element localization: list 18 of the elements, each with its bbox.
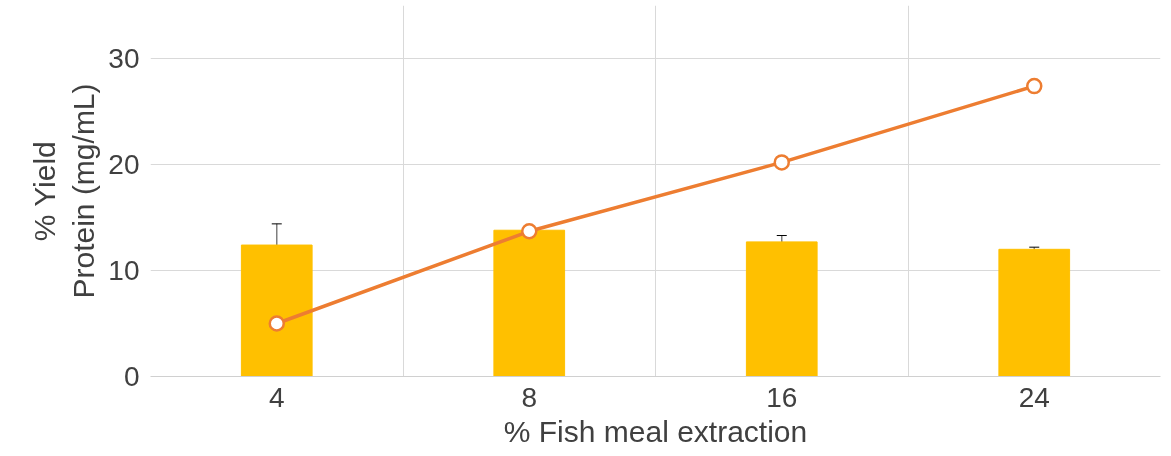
point bbox=[1026, 77, 1043, 95]
x-tick-label: 4 bbox=[268, 381, 285, 413]
x-tick-label: 16 bbox=[766, 381, 798, 413]
bar bbox=[998, 248, 1071, 377]
y-tick-label: 20 bbox=[108, 149, 140, 180]
y-axis-title: % Yield Protein (mg/mL) bbox=[27, 83, 101, 299]
y-tick-label: 30 bbox=[108, 43, 140, 74]
x-tick-label: 8 bbox=[521, 381, 538, 413]
point bbox=[773, 154, 790, 171]
point bbox=[268, 315, 285, 332]
x-axis-title: % Fish meal extraction bbox=[503, 414, 808, 448]
bar bbox=[240, 244, 313, 377]
y-tick-label: 10 bbox=[108, 255, 140, 286]
bar bbox=[493, 229, 566, 377]
y-tick-label: 0 bbox=[123, 361, 140, 392]
bar bbox=[745, 241, 818, 377]
x-tick-label: 24 bbox=[1018, 381, 1050, 413]
point bbox=[521, 223, 538, 240]
